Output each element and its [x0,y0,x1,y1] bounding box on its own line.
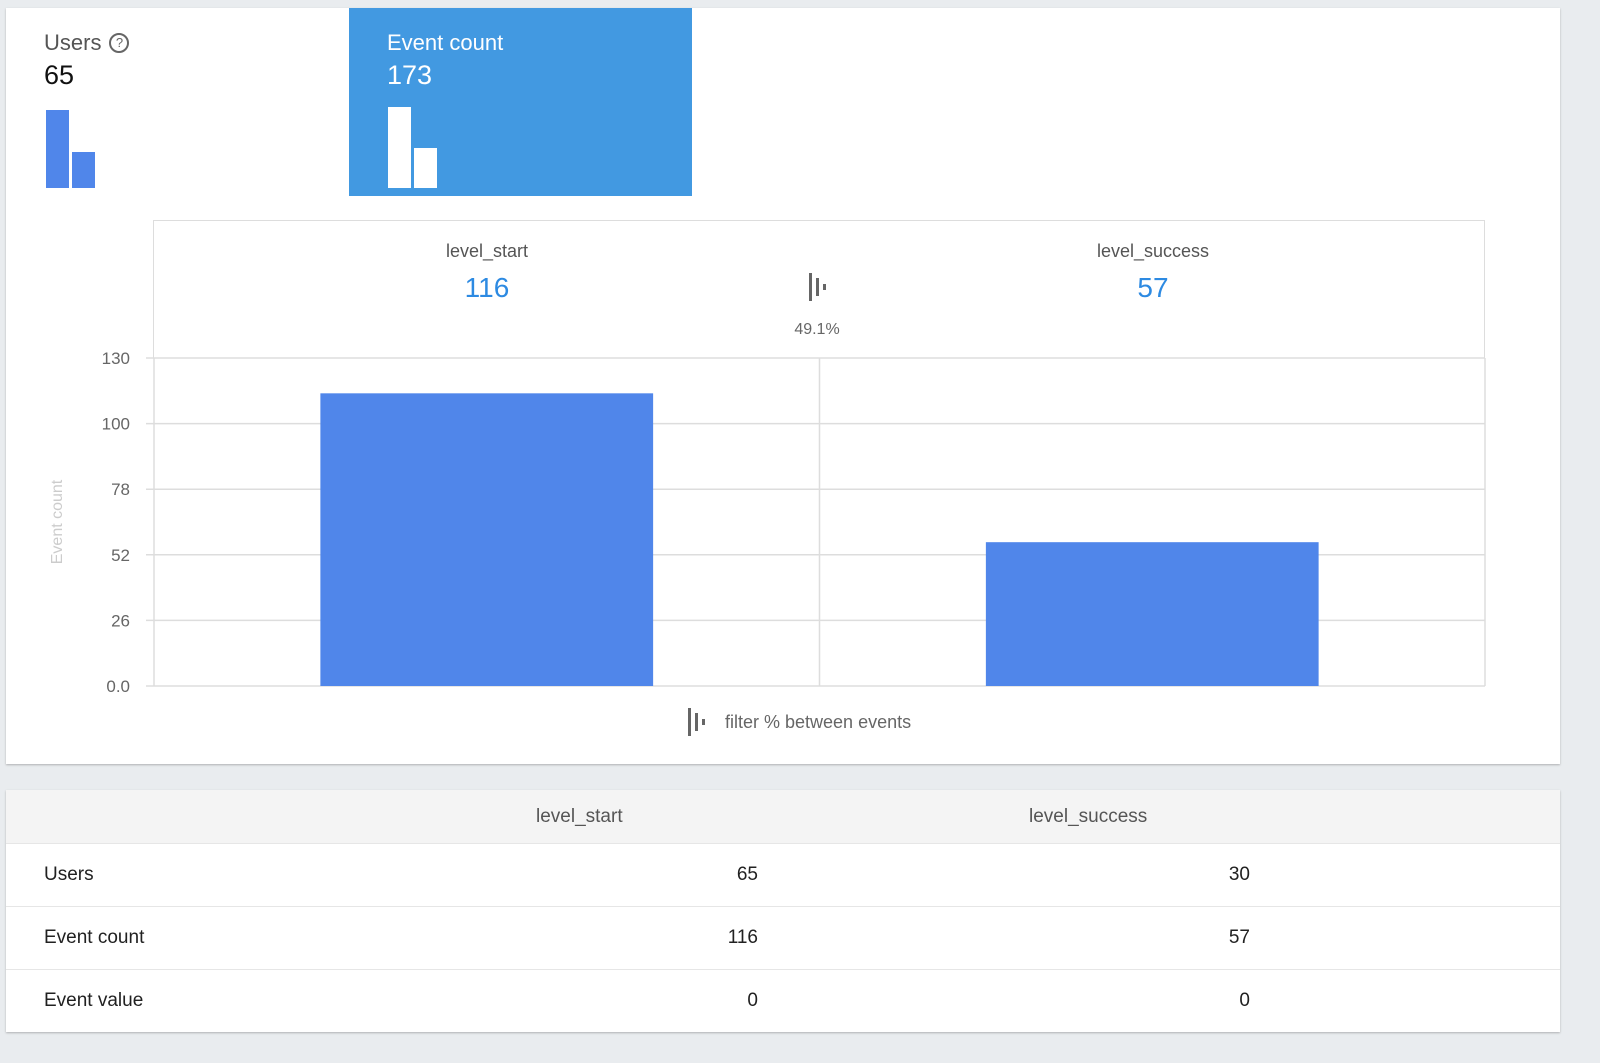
table-row: Event value 0 0 [6,970,1560,1032]
mini-bar [388,107,411,188]
step-count: 116 [464,272,510,303]
column-header: level_success [1029,806,1148,827]
step-level-start: level_start 116 [287,241,687,304]
tile-label: Event count [387,30,504,55]
cell: 0 [747,990,758,1011]
tile-value: 173 [387,60,433,90]
cell: 57 [1228,927,1250,948]
y-tick-label: 130 [102,349,130,368]
funnel-bars-icon[interactable] [688,708,705,736]
conversion-rate: 49.1% [794,321,840,338]
cell: 30 [1228,864,1250,885]
tile-value: 65 [44,60,75,90]
table-row: Users 65 30 [6,844,1560,907]
step-level-success: level_success 57 [953,241,1353,304]
help-circle-icon[interactable]: ? [109,33,130,53]
tile-event-count[interactable]: Event count 173 [349,8,692,196]
cell: 0 [1239,990,1250,1011]
bar-level_start [320,393,654,686]
step-name: level_success [1096,241,1210,261]
table-row: Event count 116 57 [6,907,1560,970]
cell: 116 [727,927,758,948]
mini-bar [72,152,95,188]
mini-bar [414,148,437,188]
y-tick-label: 100 [102,415,130,434]
y-axis-label: Event count [49,479,66,564]
y-tick-label: 0.0 [106,677,130,696]
column-header: level_start [536,806,623,827]
row-label: Event count [44,927,145,948]
step-name: level_start [445,241,529,261]
tile-users[interactable]: Users? 65 [6,8,349,196]
cell: 65 [736,864,758,885]
bar-level_success [985,542,1319,686]
funnel-bars-icon[interactable] [809,273,826,301]
data-table: level_start level_success Users 65 30 Ev… [6,790,1560,1032]
table-header: level_start level_success [6,790,1560,844]
filter-link[interactable]: filter % between events [725,712,912,732]
row-label: Event value [44,990,144,1011]
bar-chart: 0.0 26 52 78 100 130 Event count [49,349,1486,696]
mini-bar [46,110,69,188]
y-tick-label: 26 [111,611,130,630]
y-tick-label: 52 [111,546,130,565]
step-count: 57 [1137,272,1169,303]
tile-label: Users [44,30,102,55]
funnel-header: level_start 116 level_success 57 49.1% [153,220,1485,358]
funnel-card: Users? 65 Event count 173 level_start 11… [6,8,1560,764]
row-label: Users [44,864,94,885]
y-tick-label: 78 [111,480,130,499]
